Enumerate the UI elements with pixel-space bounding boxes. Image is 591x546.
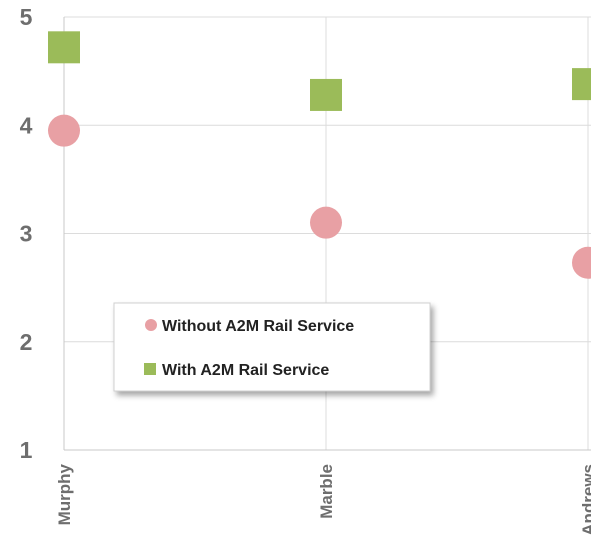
point-without-marble bbox=[310, 206, 342, 239]
y-tick-label-5: 5 bbox=[20, 4, 33, 30]
x-tick-labels: Murphy Marble Andrews bbox=[55, 463, 591, 535]
point-without-andrews bbox=[572, 246, 591, 279]
x-tick-label-andrews: Andrews bbox=[579, 464, 591, 536]
point-without-murphy bbox=[48, 114, 80, 147]
y-tick-label-1: 1 bbox=[20, 437, 33, 463]
y-tick-label-2: 2 bbox=[20, 329, 33, 355]
x-tick-label-murphy: Murphy bbox=[55, 463, 74, 525]
legend-box bbox=[113, 302, 431, 392]
x-tick-label-marble: Marble bbox=[317, 464, 336, 519]
axes bbox=[63, 17, 591, 451]
legend: Without A2M Rail Service With A2M Rail S… bbox=[113, 302, 431, 392]
y-tick-labels: 1 2 3 4 5 bbox=[20, 4, 33, 463]
point-with-murphy bbox=[48, 31, 80, 64]
data-points bbox=[48, 31, 591, 279]
legend-marker-with bbox=[144, 363, 156, 375]
legend-label-with: With A2M Rail Service bbox=[162, 362, 329, 379]
point-with-andrews bbox=[572, 68, 591, 101]
legend-marker-without bbox=[145, 319, 157, 331]
legend-label-without: Without A2M Rail Service bbox=[162, 318, 354, 335]
point-with-marble bbox=[310, 78, 342, 111]
y-tick-label-3: 3 bbox=[20, 221, 33, 247]
y-tick-label-4: 4 bbox=[20, 112, 33, 138]
